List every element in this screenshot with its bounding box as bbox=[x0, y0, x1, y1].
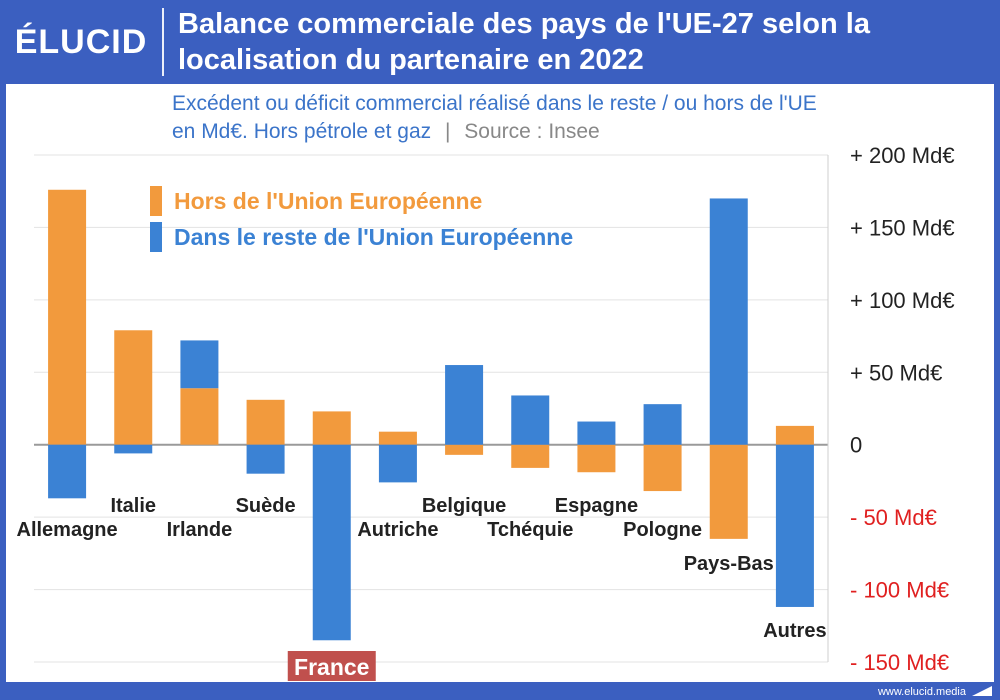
x-tick-label-france: France bbox=[294, 654, 369, 680]
y-tick-label: + 50 Md€ bbox=[850, 360, 942, 385]
header: ÉLUCID Balance commerciale des pays de l… bbox=[0, 0, 1000, 84]
legend-swatch-1 bbox=[150, 186, 162, 216]
x-tick-label-allemagne: Allemagne bbox=[17, 519, 118, 541]
bar-hors-ue-suède bbox=[246, 399, 285, 445]
bar-reste-ue-pologne bbox=[643, 404, 682, 445]
subtitle-separator: | bbox=[444, 120, 451, 143]
x-tick-label-pologne: Pologne bbox=[623, 519, 702, 541]
x-tick-label-tchéquie: Tchéquie bbox=[487, 519, 573, 541]
x-tick-label-autriche: Autriche bbox=[357, 519, 438, 541]
legend-label-1: Hors de l'Union Européenne bbox=[174, 188, 482, 214]
bar-hors-ue-espagne bbox=[577, 444, 616, 473]
bar-hors-ue-allemagne bbox=[48, 189, 87, 445]
bar-hors-ue-autres bbox=[775, 425, 814, 445]
bar-hors-ue-belgique bbox=[445, 444, 484, 455]
y-tick-label: + 150 Md€ bbox=[850, 215, 955, 240]
bar-hors-ue-france bbox=[312, 411, 351, 445]
bar-hors-ue-autriche bbox=[378, 431, 417, 445]
footer-url: www.elucid.media bbox=[877, 686, 966, 698]
chart-title-line-1: Balance commerciale des pays de l'UE-27 … bbox=[178, 8, 870, 40]
subtitle-unit-note: en Md€. Hors pétrole et gaz bbox=[172, 120, 432, 143]
brand-logo: ÉLUCID bbox=[14, 22, 148, 61]
bar-hors-ue-pays-bas bbox=[709, 444, 748, 539]
bar-reste-ue-autres bbox=[775, 444, 814, 607]
y-tick-label: - 100 Md€ bbox=[850, 578, 949, 603]
x-tick-label-espagne: Espagne bbox=[555, 495, 638, 517]
bar-hors-ue-tchéquie bbox=[511, 444, 550, 468]
bar-hors-ue-irlande bbox=[180, 388, 219, 445]
legend-label-2: Dans le reste de l'Union Européenne bbox=[174, 224, 573, 250]
y-tick-label: - 150 Md€ bbox=[850, 650, 949, 675]
bar-reste-ue-espagne bbox=[577, 421, 616, 445]
x-tick-label-italie: Italie bbox=[110, 495, 156, 517]
highlight-label-bg bbox=[287, 651, 376, 681]
bar-reste-ue-belgique bbox=[445, 365, 484, 445]
bar-reste-ue-allemagne bbox=[48, 444, 87, 499]
bar-reste-ue-tchéquie bbox=[511, 395, 550, 445]
x-tick-label-pays-bas: Pays-Bas bbox=[684, 553, 774, 575]
x-tick-label-autres: Autres bbox=[763, 620, 826, 642]
legend-swatch-2 bbox=[150, 222, 162, 252]
logo-divider bbox=[162, 8, 164, 76]
subtitle-line-2: en Md€. Hors pétrole et gaz | Source : I… bbox=[172, 118, 992, 146]
y-tick-label: 0 bbox=[850, 433, 862, 458]
bar-hors-ue-pologne bbox=[643, 444, 682, 492]
source-note: Source : Insee bbox=[464, 120, 600, 143]
x-tick-label-irlande: Irlande bbox=[167, 519, 233, 541]
y-tick-label: + 100 Md€ bbox=[850, 288, 955, 313]
chart-title-line-2: localisation du partenaire en 2022 bbox=[178, 44, 644, 76]
y-tick-label: - 50 Md€ bbox=[850, 505, 937, 530]
chart-title: Balance commerciale des pays de l'UE-27 … bbox=[178, 6, 988, 78]
bar-reste-ue-autriche bbox=[378, 444, 417, 483]
bar-reste-ue-pays-bas bbox=[709, 198, 748, 445]
subtitle-line-1: Excédent ou déficit commercial réalisé d… bbox=[172, 92, 817, 115]
y-tick-label: + 200 Md€ bbox=[850, 143, 955, 168]
bar-reste-ue-suède bbox=[246, 444, 285, 474]
bar-reste-ue-irlande bbox=[180, 340, 219, 389]
footer-logo-icon bbox=[972, 686, 992, 696]
bar-reste-ue-italie bbox=[114, 444, 153, 454]
chart-panel bbox=[6, 84, 994, 682]
bar-hors-ue-italie bbox=[114, 330, 153, 445]
chart-subtitle: Excédent ou déficit commercial réalisé d… bbox=[172, 90, 992, 146]
x-tick-label-suède: Suède bbox=[236, 495, 296, 517]
bar-reste-ue-france bbox=[312, 444, 351, 641]
x-tick-label-belgique: Belgique bbox=[422, 495, 506, 517]
